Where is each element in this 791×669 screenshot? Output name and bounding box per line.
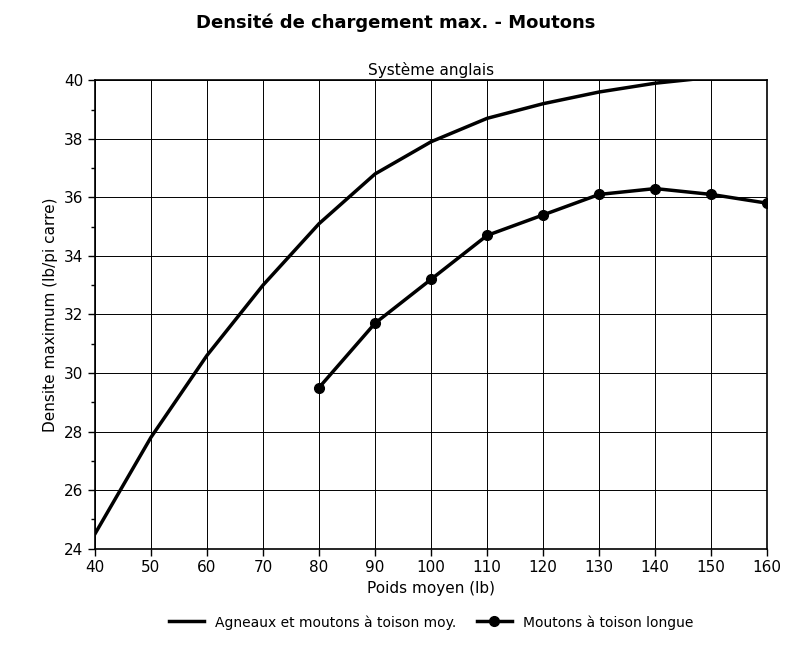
Y-axis label: Densite maximum (lb/pi carre): Densite maximum (lb/pi carre) bbox=[43, 197, 58, 432]
Title: Système anglais: Système anglais bbox=[368, 62, 494, 78]
Agneaux et moutons à toison moy. bbox=[314, 219, 324, 227]
Moutons à toison longue bbox=[706, 191, 716, 199]
Legend: Agneaux et moutons à toison moy., Moutons à toison longue: Agneaux et moutons à toison moy., Mouton… bbox=[164, 609, 698, 635]
Agneaux et moutons à toison moy. bbox=[483, 114, 492, 122]
Agneaux et moutons à toison moy. bbox=[146, 434, 156, 442]
Moutons à toison longue bbox=[483, 231, 492, 240]
Agneaux et moutons à toison moy. bbox=[202, 351, 212, 359]
Moutons à toison longue bbox=[539, 211, 548, 219]
Line: Agneaux et moutons à toison moy.: Agneaux et moutons à toison moy. bbox=[95, 78, 767, 534]
Moutons à toison longue bbox=[595, 191, 604, 199]
Agneaux et moutons à toison moy. bbox=[595, 88, 604, 96]
Moutons à toison longue bbox=[763, 199, 772, 207]
Agneaux et moutons à toison moy. bbox=[539, 100, 548, 108]
Line: Moutons à toison longue: Moutons à toison longue bbox=[314, 184, 772, 393]
Agneaux et moutons à toison moy. bbox=[426, 138, 436, 146]
X-axis label: Poids moyen (lb): Poids moyen (lb) bbox=[367, 581, 495, 596]
Text: Densité de chargement max. - Moutons: Densité de chargement max. - Moutons bbox=[196, 13, 595, 32]
Agneaux et moutons à toison moy. bbox=[259, 281, 268, 289]
Agneaux et moutons à toison moy. bbox=[763, 74, 772, 82]
Agneaux et moutons à toison moy. bbox=[706, 74, 716, 82]
Moutons à toison longue bbox=[426, 275, 436, 283]
Moutons à toison longue bbox=[370, 319, 380, 327]
Agneaux et moutons à toison moy. bbox=[650, 79, 660, 87]
Agneaux et moutons à toison moy. bbox=[370, 170, 380, 178]
Agneaux et moutons à toison moy. bbox=[90, 530, 100, 538]
Moutons à toison longue bbox=[314, 383, 324, 391]
Moutons à toison longue bbox=[650, 185, 660, 193]
